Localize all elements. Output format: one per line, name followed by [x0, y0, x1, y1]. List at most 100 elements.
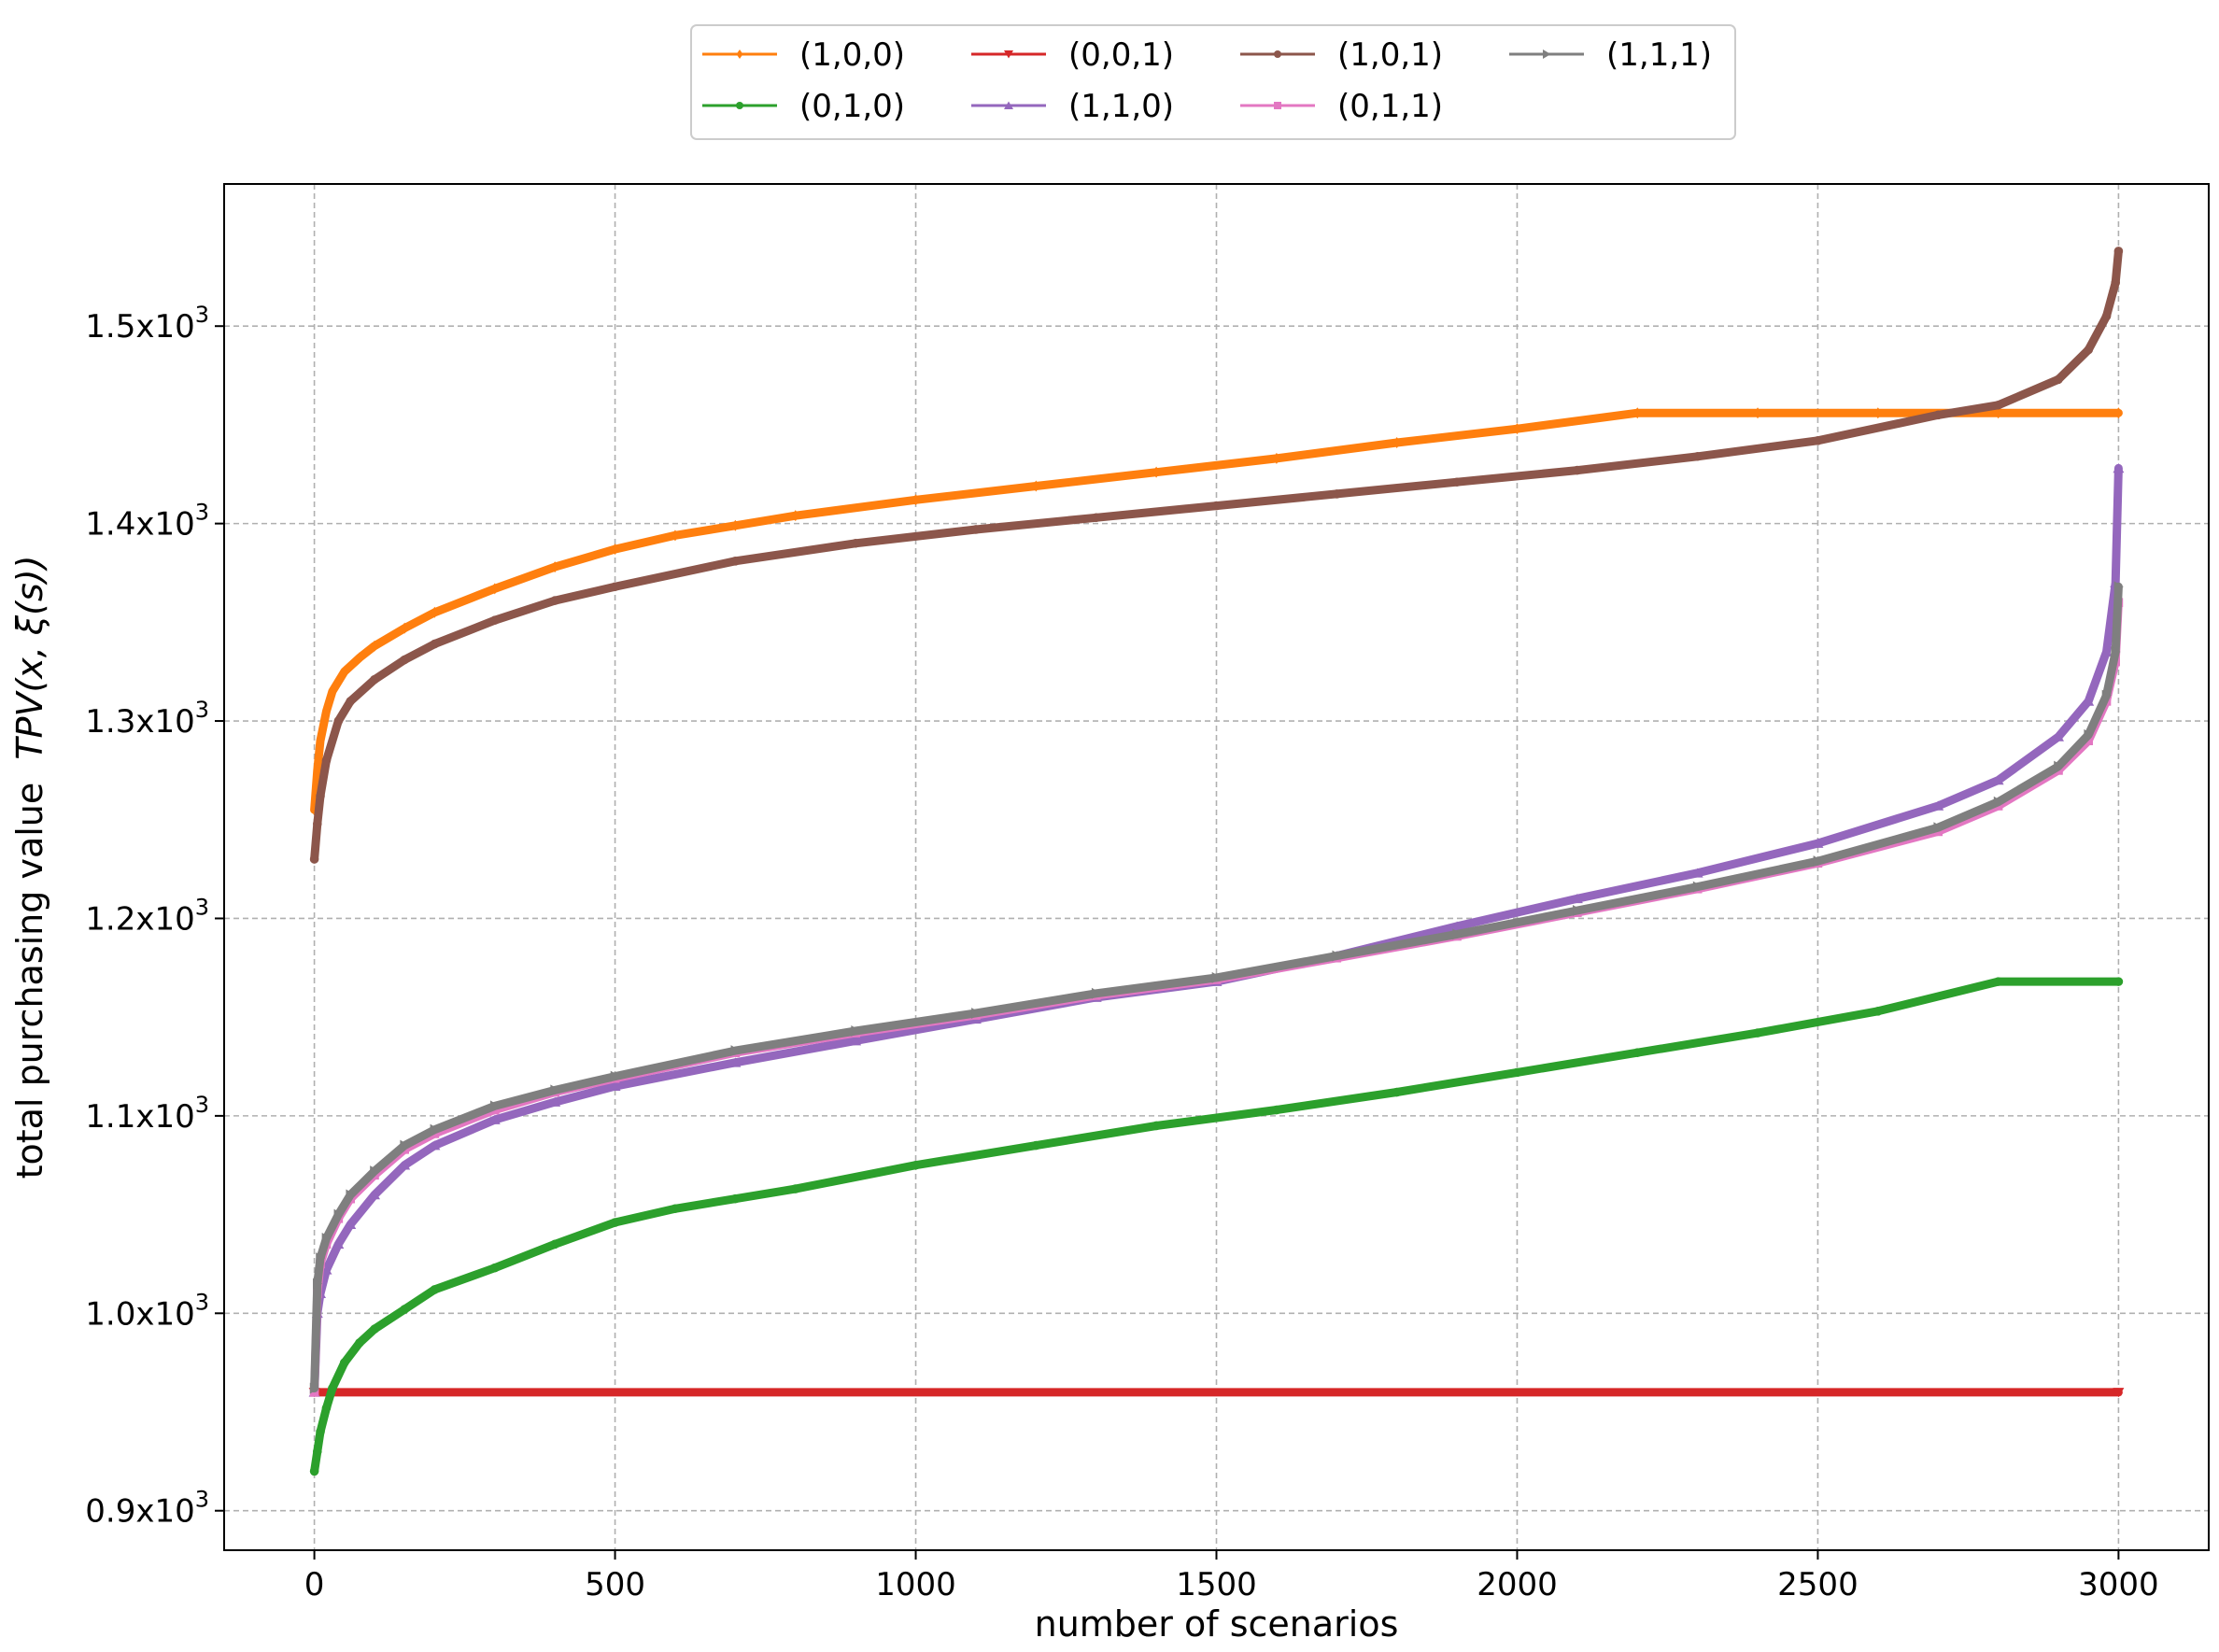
y-tick-label-exponent: 3 [195, 894, 209, 920]
series-marker [2113, 581, 2124, 593]
series-marker [609, 1080, 621, 1091]
series-marker [355, 652, 364, 664]
series-marker [2101, 689, 2112, 701]
series-marker [611, 544, 619, 556]
series-marker [1994, 407, 2002, 419]
series-marker [791, 510, 799, 522]
series-marker [1692, 451, 1703, 461]
series-marker [1451, 921, 1463, 931]
legend-box [690, 24, 1736, 140]
series-marker [400, 1139, 410, 1151]
series-marker [610, 1070, 620, 1082]
series-marker [1211, 501, 1222, 511]
series-marker [851, 538, 860, 548]
series-marker [1573, 465, 1582, 475]
series-marker [368, 1190, 380, 1200]
series-marker [1031, 1140, 1041, 1151]
series-marker [2113, 247, 2124, 256]
series-(0,1,0) [309, 977, 2124, 1476]
series-marker [1211, 971, 1222, 983]
series-marker [2101, 311, 2112, 321]
series-marker [321, 755, 332, 766]
legend-label: (1,0,0) [799, 36, 905, 74]
series-marker [2113, 977, 2124, 986]
legend-label: (1,1,1) [1606, 36, 1712, 74]
series-marker [1274, 102, 1281, 109]
legend-entry: (1,0,0) [702, 36, 905, 74]
legend-entry: (0,0,1) [971, 36, 1174, 74]
series-marker [1993, 400, 2003, 410]
series-(1,1,1) [309, 581, 2124, 1394]
series-marker [339, 1358, 349, 1367]
series-marker [488, 1114, 501, 1124]
x-tick-label: 1000 [875, 1566, 956, 1603]
series-marker [2113, 1388, 2125, 1398]
series-marker [1632, 1048, 1643, 1058]
legend-label: (0,1,1) [1337, 88, 1443, 125]
x-tick-label: 2000 [1477, 1566, 1558, 1603]
legend-entry: (1,1,1) [1509, 36, 1712, 74]
y-tick-label-exponent: 3 [195, 302, 209, 328]
y-tick-label-exponent: 3 [195, 1289, 209, 1315]
y-tick-label-exponent: 3 [195, 500, 209, 526]
series-marker [850, 1036, 862, 1046]
series-marker [610, 1218, 620, 1227]
series-marker [1932, 800, 1944, 811]
series-marker [1452, 928, 1463, 940]
y-tick-label: 1.2x103 [85, 894, 209, 938]
y-axis-title-math: TPV(x, ξ(s)) [9, 556, 50, 760]
series-marker [313, 819, 322, 828]
series-marker [316, 791, 325, 801]
y-axis-title: total purchasing value TPV(x, ξ(s)) [9, 556, 50, 1179]
series-marker [400, 622, 409, 634]
series-marker [1812, 838, 1824, 848]
series-marker [549, 1096, 561, 1107]
series-marker [1813, 436, 1823, 445]
y-tick-label: 1.5x103 [85, 302, 209, 346]
plot-series-group [308, 247, 2125, 1476]
series-marker [333, 716, 344, 726]
series-marker [489, 1263, 500, 1273]
legend-entry: (1,1,0) [971, 88, 1174, 125]
x-axis: 0 500 1000 1500 2000 2500 3000 [304, 1550, 2159, 1603]
series-marker [736, 49, 743, 59]
series-marker [370, 1324, 379, 1334]
series-marker [1691, 868, 1703, 878]
series-marker [1004, 101, 1013, 109]
y-tick-label-base: 1.4x10 [85, 506, 194, 544]
series-marker [321, 1403, 332, 1413]
series-marker [550, 1239, 559, 1250]
series-(1,0,0) [310, 407, 2123, 816]
series-marker [1452, 477, 1462, 487]
series-marker [730, 1193, 741, 1204]
series-marker [489, 615, 500, 626]
series-marker [1571, 893, 1583, 904]
series-marker [1004, 50, 1013, 59]
series-marker [1753, 407, 1762, 419]
series-marker [2084, 345, 2094, 355]
series-marker [790, 1184, 800, 1193]
series-marker [550, 561, 559, 573]
series-marker [316, 735, 325, 747]
series-marker [731, 519, 740, 531]
y-tick-label: 1.4x103 [85, 500, 209, 544]
y-tick-label-exponent: 3 [195, 1487, 209, 1513]
series-marker [730, 1045, 741, 1057]
series-marker [370, 640, 379, 652]
series-marker [345, 1219, 357, 1229]
series-marker [1272, 452, 1281, 464]
series-marker [911, 1160, 921, 1170]
series-marker [340, 666, 348, 678]
series-marker [1152, 1121, 1161, 1131]
series-marker [2054, 760, 2064, 772]
series-marker [1573, 905, 1583, 917]
y-axis: 0.9x1031.0x1031.1x1031.2x1031.3x1031.4x1… [85, 302, 224, 1531]
series-marker [1512, 1067, 1522, 1078]
series-marker [328, 1383, 337, 1393]
series-marker [313, 1278, 323, 1290]
series-marker [370, 674, 379, 685]
series-marker [1813, 855, 1823, 868]
series-marker [430, 1285, 440, 1294]
y-tick-label-base: 1.2x10 [85, 900, 194, 938]
x-tick-label: 2500 [1777, 1566, 1859, 1603]
